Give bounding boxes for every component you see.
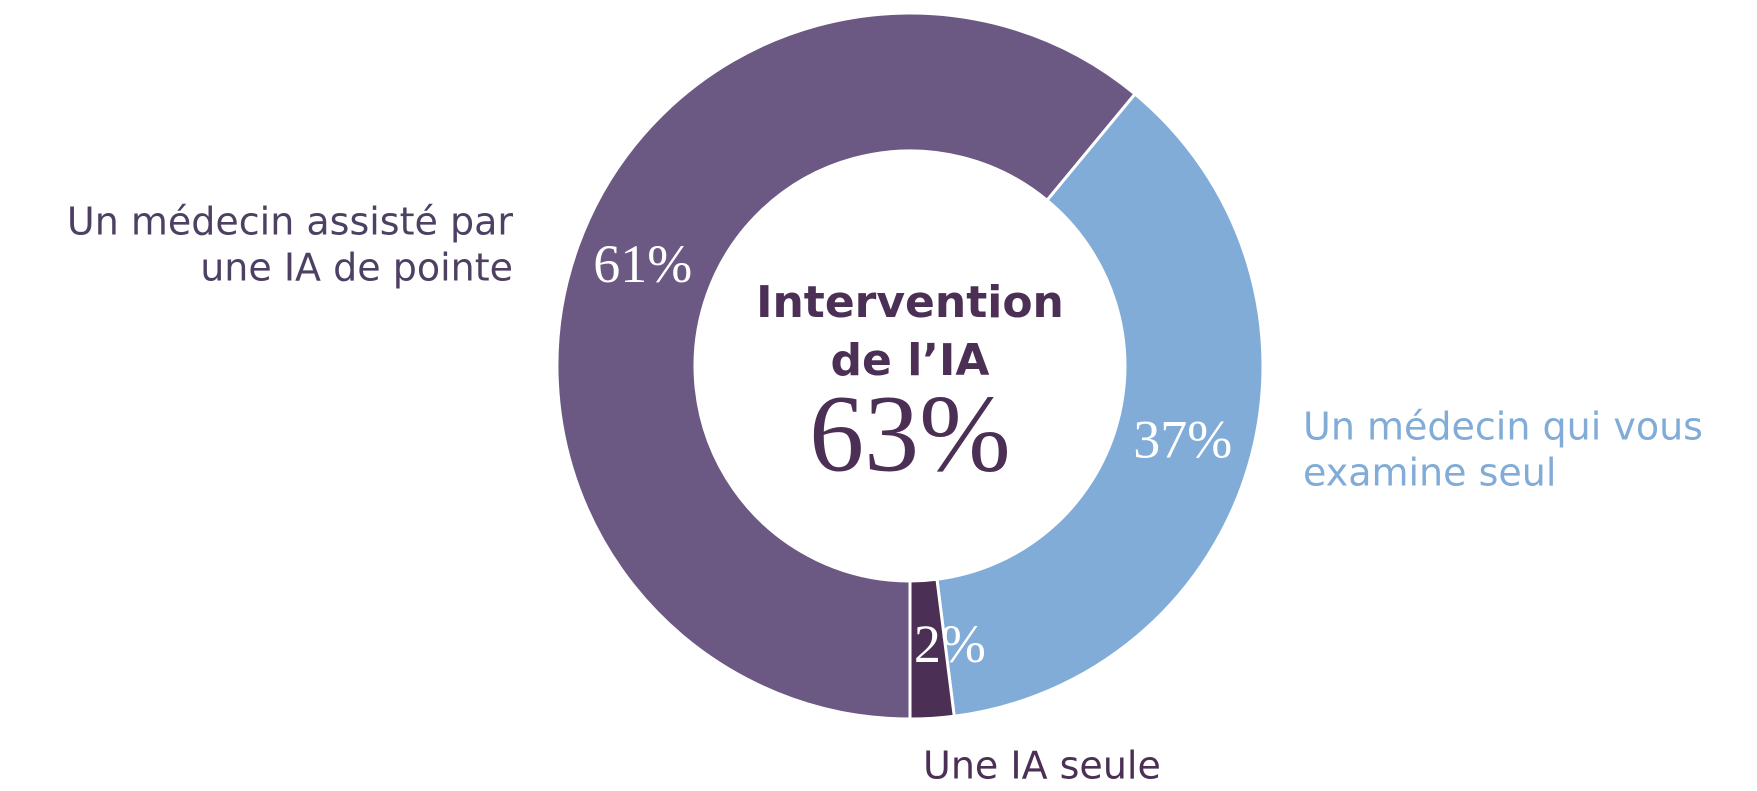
center-title: de l’IA — [831, 335, 990, 386]
center-value: 63% — [809, 372, 1011, 494]
category-label: Un médecin assisté par — [67, 200, 513, 244]
center-title: Intervention — [756, 277, 1064, 328]
data-label: 2% — [914, 614, 986, 674]
data-label: 61% — [593, 234, 692, 294]
data-label: 37% — [1133, 410, 1232, 470]
category-label: Une IA seule — [923, 744, 1161, 788]
donut-segment — [555, 11, 1138, 721]
donut-segment — [908, 577, 956, 721]
category-label: Un médecin qui vous — [1303, 405, 1703, 449]
category-label: examine seul — [1303, 451, 1556, 495]
donut-segment — [935, 91, 1265, 718]
category-label: une IA de pointe — [200, 246, 513, 290]
